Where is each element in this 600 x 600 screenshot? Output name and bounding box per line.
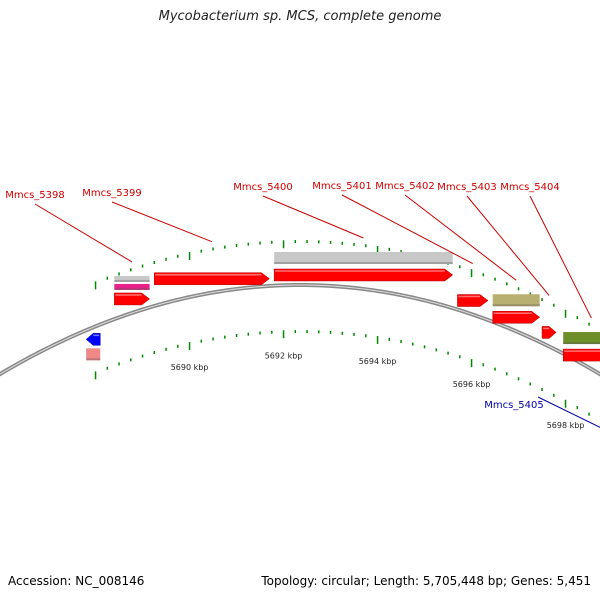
feature-bar-shadow [274,261,453,264]
gene-arrow[interactable] [562,348,600,362]
gene-leader-line [341,194,473,264]
feature-bar-shadow [114,287,150,290]
feature-bar[interactable] [563,332,600,345]
feature-track [86,251,600,361]
feature-bar-shadow [114,279,150,282]
gene-arrow[interactable] [85,333,101,346]
gene-arrow[interactable] [541,326,557,339]
accession-text: Accession: NC_008146 [8,574,145,588]
feature-bar-shadow [86,358,101,361]
ticks-inner [94,330,590,416]
scale-label: 5690 kbp [171,363,209,372]
gene-leader-line [537,396,600,428]
feature-bar[interactable] [492,294,540,307]
gene-track [85,268,600,362]
gene-label[interactable]: Mmcs_5401 [312,181,372,192]
feature-bar[interactable] [86,348,101,361]
feature-bar-shadow [492,304,540,307]
genome-info-text: Topology: circular; Length: 5,705,448 bp… [261,574,591,588]
feature-bar[interactable] [114,283,150,290]
gene-arrow[interactable] [154,272,270,285]
gene-leader-line [529,195,592,319]
gene-label[interactable]: Mmcs_5398 [5,190,65,201]
gene-label[interactable]: Mmcs_5405 [484,400,544,411]
gene-label[interactable]: Mmcs_5399 [82,188,142,199]
gene-leader-line [404,194,517,281]
gene-leader-line [466,195,550,296]
gene-label[interactable]: Mmcs_5404 [500,182,560,193]
scale-label: 5698 kbp [547,421,585,430]
feature-bar-shadow [563,342,600,345]
gene-arrow[interactable] [457,294,489,307]
gene-leader-line [111,201,213,243]
gene-label[interactable]: Mmcs_5400 [233,182,293,193]
gene-arrow[interactable] [114,292,151,306]
gene-label[interactable]: Mmcs_5402 [375,181,435,192]
gene-leader-line [262,195,364,239]
feature-bar[interactable] [274,251,453,264]
scale-labels: 5690 kbp 5692 kbp 5694 kbp 5696 kbp 5698 kbp [171,351,585,430]
genome-backbone-highlight [0,284,600,375]
scale-label: 5694 kbp [359,357,397,366]
gene-leader-line [34,203,133,263]
scale-label: 5692 kbp [265,351,303,360]
map-title: Mycobacterium sp. MCS, complete genome [158,9,442,24]
scale-label: 5696 kbp [453,380,491,389]
gene-label[interactable]: Mmcs_5403 [437,182,497,193]
ticks-outer [94,240,590,326]
feature-bar[interactable] [114,275,150,282]
gene-arrow[interactable] [273,268,454,282]
gene-arrow[interactable] [492,311,541,324]
